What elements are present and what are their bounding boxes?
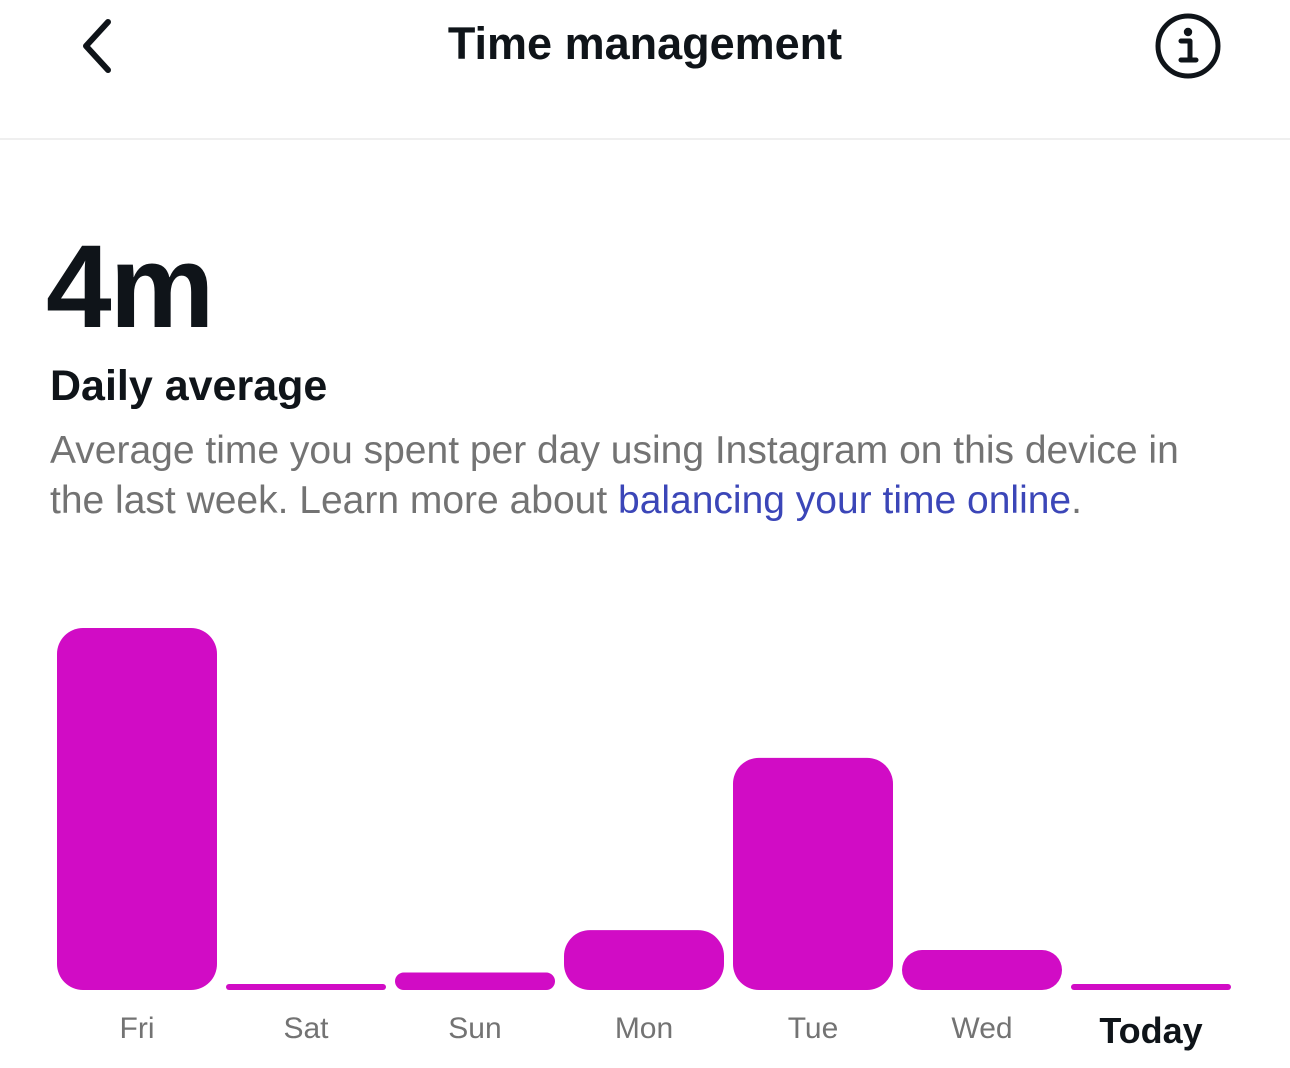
tick-label-tue: Tue: [788, 1012, 839, 1045]
tick-label-fri: Fri: [120, 1012, 155, 1045]
daily-usage-chart: Fri Sat Sun Mon Tue Wed Today: [0, 600, 1290, 1068]
back-button[interactable]: [62, 10, 134, 82]
bar-mon[interactable]: [564, 930, 724, 990]
top-bar: Time management: [0, 0, 1290, 140]
daily-average-description: Average time you spent per day using Ins…: [50, 426, 1230, 526]
chevron-left-icon: [83, 19, 111, 73]
info-button[interactable]: [1152, 10, 1224, 82]
daily-average-value: 4m: [46, 221, 215, 353]
tick-label-wed: Wed: [951, 1012, 1012, 1045]
bar-today[interactable]: [1071, 984, 1231, 990]
tick-label-sat: Sat: [283, 1012, 329, 1045]
description-end: .: [1071, 479, 1082, 522]
page-title: Time management: [447, 18, 843, 69]
balancing-time-link[interactable]: balancing your time online: [618, 479, 1072, 522]
tick-label-today: Today: [1099, 1010, 1202, 1051]
description-text: Average time you spent per day using Ins…: [50, 429, 1179, 522]
bar-wed[interactable]: [902, 950, 1062, 990]
tick-label-mon: Mon: [615, 1012, 673, 1045]
daily-average-title: Daily average: [50, 362, 328, 410]
bar-tue[interactable]: [733, 757, 893, 990]
info-circle-icon: [1155, 13, 1221, 79]
bar-fri[interactable]: [57, 628, 217, 990]
bar-sun[interactable]: [395, 972, 555, 990]
daily-usage-bar-chart: Fri Sat Sun Mon Tue Wed Today: [57, 628, 1231, 1051]
tick-label-sun: Sun: [448, 1012, 501, 1045]
bar-sat[interactable]: [226, 984, 386, 990]
